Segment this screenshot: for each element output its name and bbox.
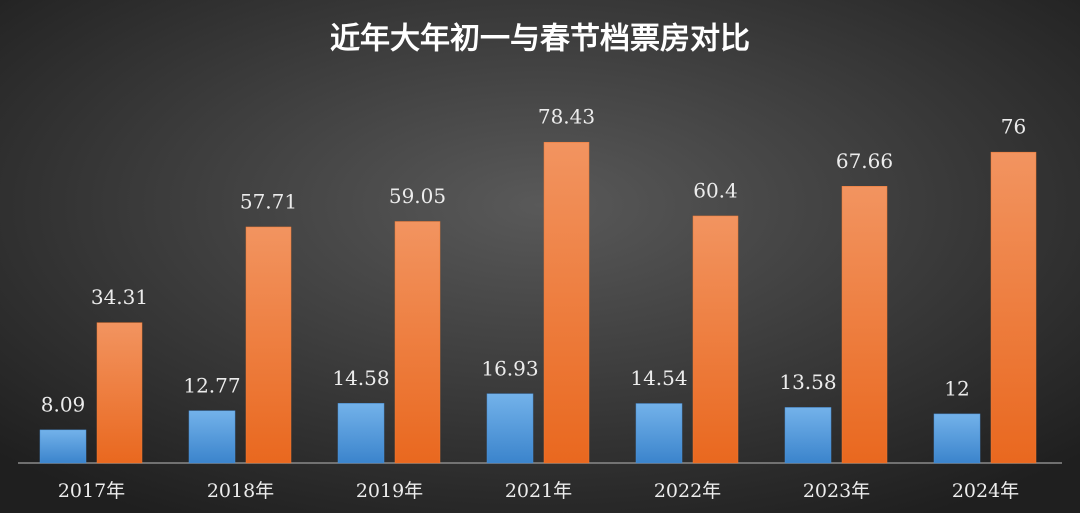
value-label: 78.43 [538,105,595,129]
bar [188,410,236,464]
bar [394,221,441,464]
bar [245,226,292,464]
value-label: 60.4 [693,178,738,202]
bar [933,413,981,464]
value-label: 14.58 [332,366,389,390]
bar [784,407,832,464]
x-tick-label: 2021年 [505,480,572,502]
bar [635,403,683,464]
x-tick-label: 2017年 [58,480,125,502]
bar [692,215,739,464]
x-tick-label: 2018年 [207,480,274,502]
value-label: 57.71 [240,189,297,213]
value-label: 12.77 [183,373,240,397]
value-label: 76 [1001,115,1026,139]
x-tick-label: 2019年 [356,480,423,502]
bar [39,429,87,464]
value-label: 67.66 [836,149,893,173]
bar [841,186,888,464]
value-label: 16.93 [481,356,538,380]
value-label: 12 [944,376,969,400]
value-label: 59.05 [389,184,446,208]
x-tick-label: 2022年 [654,480,721,502]
bar [486,393,534,464]
value-label: 8.09 [41,392,86,416]
value-label: 13.58 [779,370,836,394]
bar [337,403,385,464]
x-tick-label: 2024年 [952,480,1019,502]
bar [96,322,143,464]
value-label: 34.31 [91,285,148,309]
chart-title: 近年大年初一与春节档票房对比 [330,22,750,57]
bar [990,151,1037,464]
x-tick-label: 2023年 [803,480,870,502]
bar [543,141,590,464]
value-label: 14.54 [630,366,687,390]
